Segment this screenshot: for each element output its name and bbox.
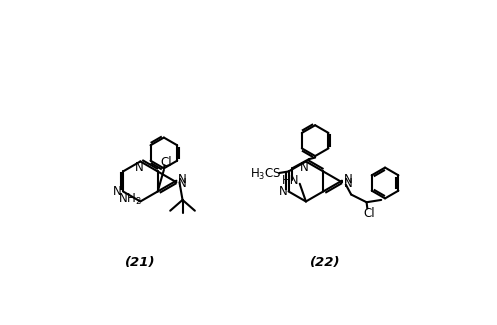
Text: Cl: Cl [161,156,172,169]
Text: N: N [178,173,187,186]
Text: N: N [113,185,122,198]
Text: N: N [344,173,352,186]
Text: N: N [344,177,352,190]
Text: HN: HN [282,174,299,187]
Text: N: N [279,185,288,198]
Text: NH$_2$: NH$_2$ [118,192,142,207]
Text: Cl: Cl [363,206,375,219]
Text: (21): (21) [125,256,156,269]
Text: (22): (22) [310,256,340,269]
Text: N: N [300,161,309,174]
Text: N: N [178,177,187,190]
Text: H$_3$CS: H$_3$CS [249,167,281,182]
Text: N: N [135,161,143,174]
